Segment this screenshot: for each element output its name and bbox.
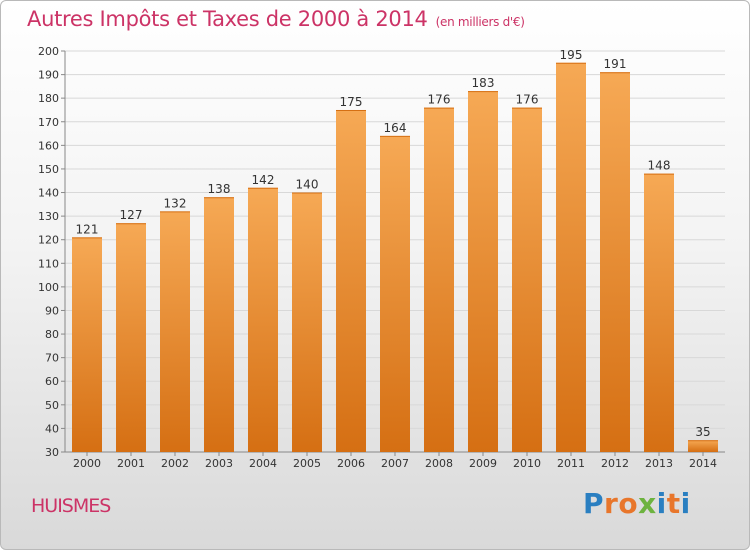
logo-letter: P	[583, 487, 605, 520]
x-tick-label: 2013	[645, 457, 673, 470]
y-tick-label: 110	[38, 257, 59, 270]
y-tick-label: 140	[38, 187, 59, 200]
x-tick-label: 2014	[689, 457, 717, 470]
x-tick-label: 2012	[601, 457, 629, 470]
bar	[468, 91, 498, 452]
bar	[424, 107, 454, 453]
data-label: 148	[648, 159, 671, 173]
x-tick-label: 2004	[249, 457, 277, 470]
bar	[160, 211, 190, 452]
y-tick-label: 60	[45, 375, 59, 388]
x-tick-label: 2009	[469, 457, 497, 470]
data-label: 35	[695, 425, 710, 439]
y-tick-label: 130	[38, 210, 59, 223]
data-label: 191	[604, 57, 627, 71]
data-labels: 121 127 132 138 142 140 175 164 176 183 176 195 191 1…	[76, 48, 711, 439]
x-tick-labels: 2000 2001 2002 2003 2004 2005 2006 2007 2008 2009…	[73, 457, 717, 470]
bar	[116, 223, 146, 452]
data-label: 183	[472, 76, 495, 90]
y-tick-label: 150	[38, 163, 59, 176]
x-tick-label: 2003	[205, 457, 233, 470]
data-label: 164	[384, 121, 407, 135]
data-label: 176	[516, 93, 539, 107]
bar	[380, 135, 410, 452]
x-tick-label: 2002	[161, 457, 189, 470]
data-label: 195	[560, 48, 583, 62]
title-text: Autres Impôts et Taxes de 2000 à 2014	[27, 7, 428, 31]
bar	[644, 173, 674, 453]
y-tick-label: 160	[38, 139, 59, 152]
town-name: HUISMES	[31, 495, 111, 517]
y-tick-label: 30	[45, 446, 59, 459]
logo-letter: i	[680, 487, 691, 520]
y-tick-label: 40	[45, 422, 59, 435]
unit-note: (en milliers d'€)	[435, 15, 525, 29]
bar	[556, 62, 586, 452]
y-tick-label: 120	[38, 234, 59, 247]
y-tick-label: 200	[38, 45, 59, 58]
y-tick-label: 90	[45, 304, 59, 317]
bar	[688, 440, 718, 452]
y-tick-label: 50	[45, 399, 59, 412]
data-label: 140	[296, 178, 319, 192]
data-label: 175	[340, 95, 363, 109]
bars	[72, 62, 718, 453]
logo-letter: r	[604, 487, 619, 520]
chart-title: Autres Impôts et Taxes de 2000 à 2014 (en…	[27, 7, 525, 31]
data-label: 138	[208, 182, 231, 196]
y-tick-label: 70	[45, 352, 59, 365]
bar	[204, 197, 234, 452]
y-tick-label: 100	[38, 281, 59, 294]
y-tick-labels: 30 40 50 60 70 80 90 100 110 120 130 140 150 160 170 18…	[38, 45, 59, 459]
logo-letter: o	[618, 487, 639, 520]
x-tick-label: 2010	[513, 457, 541, 470]
x-tick-label: 2000	[73, 457, 101, 470]
x-tick-label: 2007	[381, 457, 409, 470]
x-tick-label: 2008	[425, 457, 453, 470]
logo-letter: i	[656, 487, 667, 520]
data-label: 142	[252, 173, 275, 187]
data-label: 132	[164, 196, 187, 210]
proxiti-logo[interactable]: Proxiti	[583, 487, 691, 520]
x-tick-label: 2006	[337, 457, 365, 470]
bar	[292, 192, 322, 452]
bar	[72, 237, 102, 452]
y-tick-label: 170	[38, 116, 59, 129]
bar	[512, 107, 542, 453]
bar	[336, 109, 366, 453]
bar	[600, 72, 630, 453]
x-tick-label: 2001	[117, 457, 145, 470]
x-tick-label: 2005	[293, 457, 321, 470]
data-label: 121	[76, 222, 99, 236]
y-tick-label: 80	[45, 328, 59, 341]
y-tick-label: 180	[38, 92, 59, 105]
y-tick-label: 190	[38, 69, 59, 82]
x-tick-label: 2011	[557, 457, 585, 470]
logo-letter: x	[638, 487, 657, 520]
data-label: 176	[428, 93, 451, 107]
logo-letter: t	[666, 487, 681, 520]
bar	[248, 187, 278, 452]
data-label: 127	[120, 208, 143, 222]
